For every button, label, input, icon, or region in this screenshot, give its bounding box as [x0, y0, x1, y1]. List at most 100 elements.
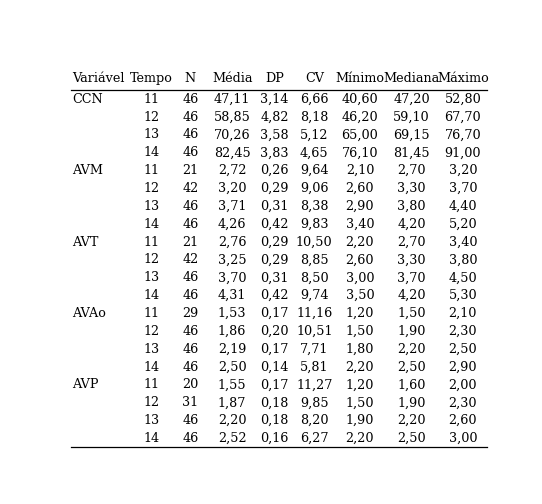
Text: 47,11: 47,11: [214, 93, 250, 106]
Text: 67,70: 67,70: [444, 111, 481, 123]
Text: 3,14: 3,14: [260, 93, 289, 106]
Text: 8,20: 8,20: [300, 414, 328, 427]
Text: 14: 14: [144, 432, 160, 445]
Text: 2,90: 2,90: [449, 360, 477, 373]
Text: AVP: AVP: [72, 379, 99, 392]
Text: 65,00: 65,00: [341, 129, 378, 142]
Text: Mínimo: Mínimo: [335, 72, 384, 85]
Text: 46: 46: [182, 93, 198, 106]
Text: 0,42: 0,42: [260, 289, 289, 302]
Text: 2,10: 2,10: [346, 164, 374, 177]
Text: 82,45: 82,45: [214, 146, 250, 159]
Text: 0,31: 0,31: [260, 271, 289, 284]
Text: 2,60: 2,60: [346, 182, 374, 195]
Text: 2,50: 2,50: [397, 432, 425, 445]
Text: 0,17: 0,17: [260, 343, 289, 356]
Text: 3,00: 3,00: [449, 432, 477, 445]
Text: 9,83: 9,83: [300, 218, 328, 231]
Text: 1,20: 1,20: [346, 307, 374, 320]
Text: 4,31: 4,31: [218, 289, 246, 302]
Text: 11: 11: [144, 93, 160, 106]
Text: 46: 46: [182, 200, 198, 213]
Text: 46: 46: [182, 414, 198, 427]
Text: 2,50: 2,50: [218, 360, 247, 373]
Text: 6,27: 6,27: [300, 432, 328, 445]
Text: N: N: [185, 72, 196, 85]
Text: 2,72: 2,72: [218, 164, 247, 177]
Text: 2,20: 2,20: [218, 414, 247, 427]
Text: 2,20: 2,20: [346, 432, 374, 445]
Text: 46: 46: [182, 271, 198, 284]
Text: 12: 12: [144, 111, 160, 123]
Text: 2,90: 2,90: [346, 200, 374, 213]
Text: 0,18: 0,18: [260, 396, 289, 409]
Text: 10,50: 10,50: [296, 235, 333, 248]
Text: 1,50: 1,50: [346, 396, 374, 409]
Text: 3,83: 3,83: [260, 146, 289, 159]
Text: 1,90: 1,90: [397, 325, 425, 338]
Text: 1,20: 1,20: [346, 379, 374, 392]
Text: 0,17: 0,17: [260, 307, 289, 320]
Text: 40,60: 40,60: [341, 93, 378, 106]
Text: 11: 11: [144, 307, 160, 320]
Text: 59,10: 59,10: [393, 111, 430, 123]
Text: 11: 11: [144, 235, 160, 248]
Text: 14: 14: [144, 218, 160, 231]
Text: 9,74: 9,74: [300, 289, 328, 302]
Text: 3,25: 3,25: [218, 254, 247, 267]
Text: 13: 13: [144, 129, 160, 142]
Text: 31: 31: [182, 396, 198, 409]
Text: 14: 14: [144, 360, 160, 373]
Text: 2,70: 2,70: [397, 235, 425, 248]
Text: 2,00: 2,00: [449, 379, 477, 392]
Text: 58,85: 58,85: [214, 111, 250, 123]
Text: 13: 13: [144, 271, 160, 284]
Text: 12: 12: [144, 254, 160, 267]
Text: AVAo: AVAo: [72, 307, 106, 320]
Text: 3,80: 3,80: [397, 200, 425, 213]
Text: 29: 29: [182, 307, 198, 320]
Text: 3,30: 3,30: [397, 182, 425, 195]
Text: 0,31: 0,31: [260, 200, 289, 213]
Text: 46: 46: [182, 343, 198, 356]
Text: 7,71: 7,71: [300, 343, 328, 356]
Text: 2,30: 2,30: [449, 396, 477, 409]
Text: 13: 13: [144, 414, 160, 427]
Text: 2,10: 2,10: [449, 307, 477, 320]
Text: 13: 13: [144, 343, 160, 356]
Text: 21: 21: [182, 164, 198, 177]
Text: 0,29: 0,29: [260, 235, 289, 248]
Text: 3,58: 3,58: [260, 129, 289, 142]
Text: Média: Média: [212, 72, 253, 85]
Text: 8,85: 8,85: [300, 254, 328, 267]
Text: 46: 46: [182, 146, 198, 159]
Text: 1,50: 1,50: [397, 307, 425, 320]
Text: 2,50: 2,50: [449, 343, 477, 356]
Text: 3,30: 3,30: [397, 254, 425, 267]
Text: 6,66: 6,66: [300, 93, 328, 106]
Text: 0,29: 0,29: [260, 254, 289, 267]
Text: 2,20: 2,20: [346, 360, 374, 373]
Text: AVM: AVM: [72, 164, 103, 177]
Text: 21: 21: [182, 235, 198, 248]
Text: 4,20: 4,20: [397, 289, 425, 302]
Text: 9,64: 9,64: [300, 164, 328, 177]
Text: 2,50: 2,50: [397, 360, 425, 373]
Text: 0,17: 0,17: [260, 379, 289, 392]
Text: 52,80: 52,80: [444, 93, 481, 106]
Text: 4,50: 4,50: [449, 271, 477, 284]
Text: CV: CV: [305, 72, 324, 85]
Text: 1,60: 1,60: [397, 379, 425, 392]
Text: 8,38: 8,38: [300, 200, 328, 213]
Text: 2,20: 2,20: [346, 235, 374, 248]
Text: 3,70: 3,70: [449, 182, 477, 195]
Text: 5,30: 5,30: [449, 289, 477, 302]
Text: DP: DP: [265, 72, 284, 85]
Text: 10,51: 10,51: [296, 325, 333, 338]
Text: 4,82: 4,82: [260, 111, 289, 123]
Text: 2,20: 2,20: [397, 414, 425, 427]
Text: 2,19: 2,19: [218, 343, 246, 356]
Text: 70,26: 70,26: [214, 129, 250, 142]
Text: 4,20: 4,20: [397, 218, 425, 231]
Text: 3,20: 3,20: [449, 164, 477, 177]
